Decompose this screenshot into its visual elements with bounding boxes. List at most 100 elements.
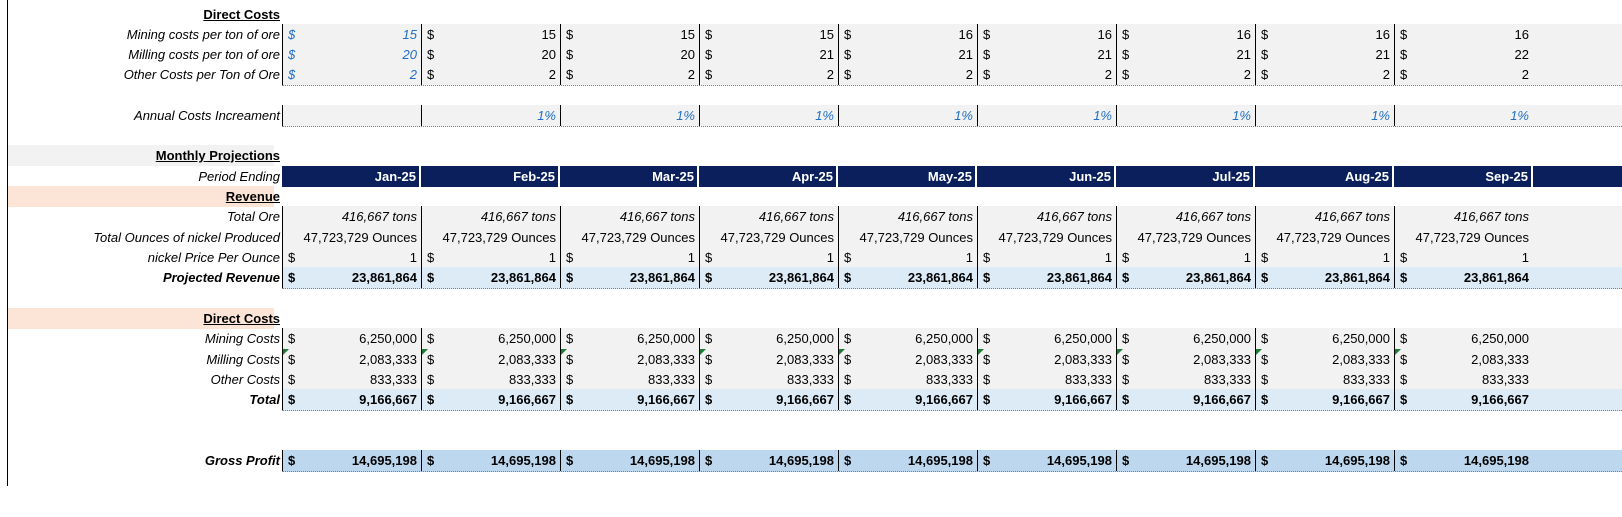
cell[interactable]: $14,695,198 — [560, 450, 699, 471]
cell[interactable] — [282, 105, 421, 126]
cell[interactable]: 47,723,729 Ounces — [421, 227, 560, 248]
period-header-cell[interactable]: Jul-25 — [1116, 166, 1255, 187]
cell[interactable]: $1 — [977, 247, 1116, 268]
row-label[interactable]: Total — [249, 392, 280, 407]
row-label[interactable]: Mining Costs — [204, 331, 280, 346]
period-header-cell[interactable]: Mar-25 — [560, 166, 699, 187]
cell[interactable]: $20 — [560, 44, 699, 65]
direct-costs2-header[interactable]: Direct Costs — [203, 311, 280, 326]
cell[interactable]: $2,083,333 — [421, 349, 560, 370]
cell[interactable]: 47,723,729 Ounces — [560, 227, 699, 248]
cell[interactable]: $833,333 — [282, 369, 421, 390]
cell[interactable]: $15 — [699, 24, 838, 45]
cell[interactable]: $9,166,667 — [699, 389, 838, 410]
cell[interactable]: 47,723,729 Ounces — [1394, 227, 1533, 248]
row-label[interactable]: Other Costs — [210, 372, 280, 387]
cell[interactable]: $23,861,864 — [1255, 267, 1394, 288]
cell[interactable]: $2,083,333 — [560, 349, 699, 370]
row-label[interactable]: Total Ounces of nickel Produced — [93, 230, 280, 245]
cell[interactable]: $9,166,667 — [838, 389, 977, 410]
cell[interactable]: $14,695,198 — [1394, 450, 1533, 471]
row-label[interactable]: Total Ore — [227, 209, 280, 224]
cell[interactable]: $21 — [977, 44, 1116, 65]
period-header-cell[interactable]: Jun-25 — [977, 166, 1116, 187]
row-label[interactable]: Milling Costs — [206, 352, 280, 367]
cell[interactable]: 1% — [838, 105, 977, 126]
monthly-projections-header[interactable]: Monthly Projections — [155, 148, 280, 163]
period-header-cell[interactable]: Feb-25 — [421, 166, 560, 187]
cell[interactable]: $2,083,333 — [1116, 349, 1255, 370]
cell[interactable]: $14,695,198 — [421, 450, 560, 471]
cell[interactable]: $16 — [977, 24, 1116, 45]
cell[interactable]: 1% — [699, 105, 838, 126]
cell[interactable]: $2,083,333 — [699, 349, 838, 370]
cell[interactable]: $23,861,864 — [421, 267, 560, 288]
cell[interactable]: $23,861,864 — [282, 267, 421, 288]
cell[interactable]: 47,723,729 Ounces — [282, 227, 421, 248]
cell[interactable]: 416,667 tons — [1394, 206, 1533, 227]
cell[interactable]: $23,861,864 — [977, 267, 1116, 288]
cell[interactable]: $833,333 — [560, 369, 699, 390]
cell[interactable]: $9,166,667 — [421, 389, 560, 410]
cell[interactable]: $1 — [1394, 247, 1533, 268]
period-header-cell[interactable]: Apr-25 — [699, 166, 838, 187]
cell[interactable]: 416,667 tons — [1116, 206, 1255, 227]
row-label[interactable]: Annual Costs Increament — [134, 108, 280, 123]
cell[interactable]: $1 — [560, 247, 699, 268]
cell[interactable]: 47,723,729 Ounces — [1255, 227, 1394, 248]
cell[interactable]: $9,166,667 — [1255, 389, 1394, 410]
cell[interactable]: $14,695,198 — [1116, 450, 1255, 471]
cell[interactable]: $9,166,667 — [1394, 389, 1533, 410]
cell[interactable]: $833,333 — [838, 369, 977, 390]
cell[interactable]: 416,667 tons — [421, 206, 560, 227]
cell[interactable]: $9,166,667 — [282, 389, 421, 410]
cell[interactable]: $23,861,864 — [560, 267, 699, 288]
period-header-cell[interactable]: Sep-25 — [1394, 166, 1533, 187]
cell[interactable]: $20 — [421, 44, 560, 65]
cell[interactable]: $1 — [1116, 247, 1255, 268]
cell[interactable]: 1% — [1394, 105, 1533, 126]
cell[interactable]: $833,333 — [1394, 369, 1533, 390]
cell[interactable]: $6,250,000 — [977, 328, 1116, 349]
cell[interactable]: $2,083,333 — [1255, 349, 1394, 370]
cell[interactable]: $15 — [560, 24, 699, 45]
cell[interactable]: $23,861,864 — [838, 267, 977, 288]
cell[interactable]: 416,667 tons — [282, 206, 421, 227]
row-label[interactable]: Milling costs per ton of ore — [128, 47, 280, 62]
cell[interactable]: $14,695,198 — [1255, 450, 1394, 471]
cell[interactable]: 1% — [421, 105, 560, 126]
cell[interactable]: $2 — [1116, 64, 1255, 85]
cell[interactable]: $2 — [1394, 64, 1533, 85]
revenue-header[interactable]: Revenue — [225, 189, 280, 204]
cell[interactable]: $6,250,000 — [1394, 328, 1533, 349]
row-label[interactable]: Gross Profit — [204, 453, 280, 468]
cell[interactable]: 1% — [977, 105, 1116, 126]
cell[interactable]: $16 — [1255, 24, 1394, 45]
cell[interactable]: $23,861,864 — [1394, 267, 1533, 288]
cell[interactable]: $2,083,333 — [838, 349, 977, 370]
cell[interactable]: $833,333 — [699, 369, 838, 390]
cell[interactable]: $9,166,667 — [1116, 389, 1255, 410]
row-label[interactable]: Other Costs per Ton of Ore — [123, 67, 280, 82]
cell[interactable]: $6,250,000 — [1116, 328, 1255, 349]
cell[interactable]: $21 — [838, 44, 977, 65]
cell[interactable]: 416,667 tons — [1255, 206, 1394, 227]
cell[interactable]: 416,667 tons — [977, 206, 1116, 227]
cell[interactable]: $6,250,000 — [1255, 328, 1394, 349]
cell[interactable]: $15 — [421, 24, 560, 45]
cell[interactable]: $2,083,333 — [977, 349, 1116, 370]
cell[interactable]: $6,250,000 — [560, 328, 699, 349]
cell[interactable]: 1% — [560, 105, 699, 126]
cell[interactable]: $1 — [1255, 247, 1394, 268]
cell[interactable]: $833,333 — [977, 369, 1116, 390]
cell[interactable]: $20 — [282, 44, 421, 65]
row-label[interactable]: Projected Revenue — [162, 270, 280, 285]
cell[interactable]: $6,250,000 — [699, 328, 838, 349]
cell[interactable]: $2 — [560, 64, 699, 85]
cell[interactable]: 416,667 tons — [560, 206, 699, 227]
cell[interactable]: $1 — [699, 247, 838, 268]
cell[interactable]: $833,333 — [1116, 369, 1255, 390]
cell[interactable]: $2 — [699, 64, 838, 85]
cell[interactable]: $14,695,198 — [282, 450, 421, 471]
cell[interactable]: 1% — [1255, 105, 1394, 126]
